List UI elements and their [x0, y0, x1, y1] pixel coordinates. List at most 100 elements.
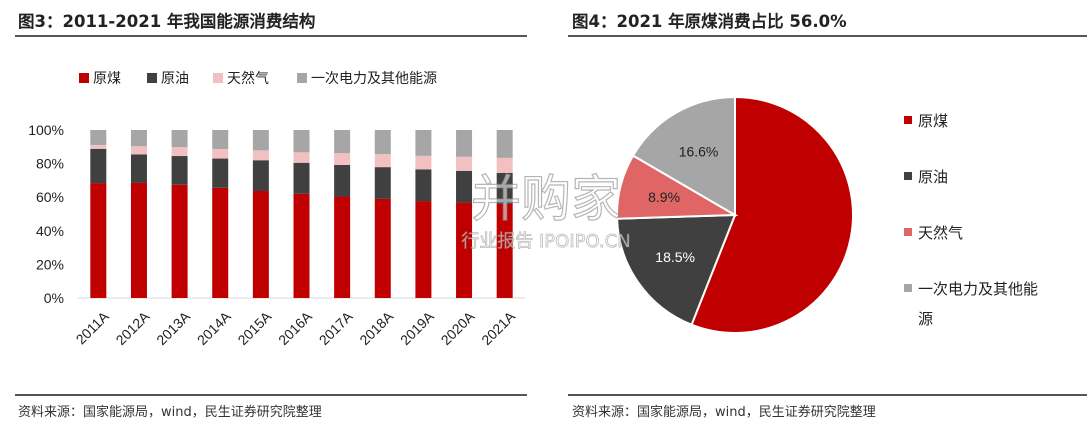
pie-slice — [616, 213, 737, 327]
legend-item-1: 原煤 — [79, 70, 121, 86]
legend-item-2: 原油 — [147, 70, 189, 86]
pie-data-label: 16.6% — [679, 144, 719, 160]
bar-segment — [334, 164, 351, 197]
legend-swatch — [147, 73, 157, 83]
x-tick-label: 2021A — [478, 308, 518, 348]
figure3-panel: 图3：2011-2021 年我国能源消费结构 资料来源：国家能源局，wind，民… — [0, 0, 527, 422]
bar-segment — [212, 187, 229, 298]
bar-segment — [252, 130, 269, 151]
y-tick-label: 100% — [28, 122, 64, 138]
bar-segment — [130, 130, 147, 147]
pie-legend-label: 天然气 — [918, 225, 963, 242]
figure3-source: 资料来源：国家能源局，wind，民生证券研究院整理 — [18, 405, 322, 420]
x-tick-label: 2013A — [153, 308, 193, 348]
y-tick-label: 40% — [36, 223, 64, 239]
bar-segment — [212, 148, 229, 159]
pie-legend-item-4: 一次电力及其他能源 — [904, 281, 1038, 328]
x-tick-label: 2019A — [397, 308, 437, 348]
bar-segment — [252, 160, 269, 191]
bar-segment — [496, 157, 513, 173]
legend-item-3: 天然气 — [213, 70, 269, 86]
bar-segment — [252, 150, 269, 161]
legend-label: 原煤 — [93, 70, 121, 86]
bar-segment — [130, 154, 147, 183]
pie-data-label: 18.5% — [655, 249, 695, 265]
legend-swatch — [297, 73, 307, 83]
legend-label: 天然气 — [227, 70, 269, 86]
bar-segment — [293, 162, 310, 194]
x-tick-label: 2014A — [194, 308, 234, 348]
bar-segment — [456, 130, 473, 157]
legend-swatch — [213, 73, 223, 83]
pie-legend-swatch — [904, 172, 912, 180]
y-tick-label: 80% — [36, 156, 64, 172]
bar-segment — [212, 158, 229, 188]
x-tick-label: 2012A — [112, 308, 152, 348]
bar-segment — [171, 130, 188, 148]
pie-legend-item-1: 原煤 — [904, 113, 948, 130]
pie-data-label: 8.9% — [648, 189, 680, 205]
bar-segment — [334, 153, 351, 165]
x-tick-label: 2017A — [316, 308, 356, 348]
pie-slice — [631, 95, 736, 217]
bar-segment — [415, 155, 432, 170]
pie-slice — [690, 95, 854, 334]
bar-segment — [293, 193, 310, 298]
bar-segment — [171, 147, 188, 157]
bar-segment — [456, 156, 473, 171]
bar-segment — [171, 184, 188, 298]
figure3-top-rule — [15, 35, 527, 37]
bar-segment — [456, 170, 473, 203]
bar-segment — [130, 146, 147, 155]
figure4-panel: 图4：2021 年原煤消费占比 56.0% 资料来源：国家能源局，wind，民生… — [560, 0, 1087, 422]
bar-segment — [90, 183, 107, 298]
bar-segment — [374, 130, 391, 155]
pie-legend-label: 原煤 — [918, 113, 948, 130]
x-tick-label: 2011A — [73, 308, 113, 348]
legend-item-4: 一次电力及其他能源 — [297, 70, 437, 86]
y-tick-label: 0% — [44, 290, 64, 306]
bar-segment — [90, 130, 107, 145]
pie-legend-swatch — [904, 228, 912, 236]
bar-segment — [415, 201, 432, 298]
x-tick-label: 2018A — [356, 308, 396, 348]
legend-label: 一次电力及其他能源 — [311, 70, 437, 86]
bar-segment — [334, 196, 351, 298]
figure4-title: 图4：2021 年原煤消费占比 56.0% — [572, 12, 847, 31]
figure3-bottom-rule — [15, 394, 527, 396]
figure3-title: 图3：2011-2021 年我国能源消费结构 — [18, 12, 316, 31]
bar-segment — [130, 182, 147, 298]
y-tick-label: 20% — [36, 256, 64, 272]
bar-segment — [496, 172, 513, 204]
bar-segment — [90, 148, 107, 184]
bar-segment — [374, 154, 391, 168]
pie-legend-label: 一次电力及其他能源 — [918, 281, 1038, 328]
pie-legend-item-3: 天然气 — [904, 225, 963, 242]
bar-segment — [456, 202, 473, 298]
figure4-bottom-rule — [568, 394, 1087, 396]
x-tick-label: 2015A — [234, 308, 274, 348]
bar-segment — [212, 130, 229, 149]
y-tick-label: 60% — [36, 189, 64, 205]
pie-legend-swatch — [904, 116, 912, 124]
bar-segment — [496, 130, 513, 158]
bar-segment — [415, 130, 432, 156]
bar-segment — [415, 169, 432, 202]
x-tick-label: 2020A — [438, 308, 478, 348]
bar-segment — [171, 156, 188, 185]
pie-legend-item-2: 原油 — [904, 169, 948, 186]
bar-segment — [496, 203, 513, 298]
pie-legend-swatch — [904, 284, 912, 292]
bar-segment — [90, 144, 107, 149]
figure4-top-rule — [568, 35, 1087, 37]
figure4-source: 资料来源：国家能源局，wind，民生证券研究院整理 — [572, 405, 876, 420]
bar-segment — [334, 130, 351, 154]
bar-segment — [374, 167, 391, 199]
bar-segment — [252, 190, 269, 298]
pie-data-label: 56.0% — [806, 224, 846, 240]
legend-swatch — [79, 73, 89, 83]
pie-legend-label: 原油 — [918, 169, 948, 186]
bar-segment — [293, 152, 310, 163]
